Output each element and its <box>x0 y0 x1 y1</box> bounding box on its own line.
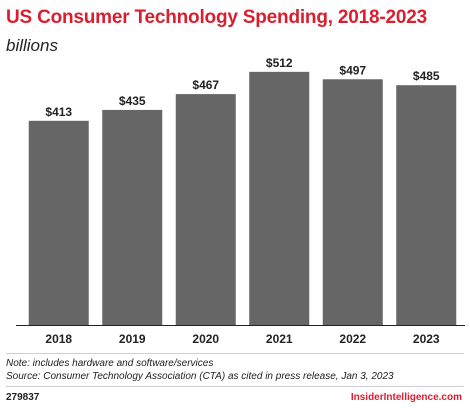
x-tick-label-2019: 2019 <box>119 332 146 346</box>
data-label-2018: $413 <box>45 105 72 119</box>
x-tick-label-2023: 2023 <box>413 332 440 346</box>
x-tick-label-2018: 2018 <box>45 332 72 346</box>
footer-divider <box>6 353 464 354</box>
x-tick-label-2021: 2021 <box>266 332 293 346</box>
data-label-2020: $467 <box>192 78 219 92</box>
data-label-2019: $435 <box>119 94 146 108</box>
brand-logo-text: InsiderIntelligence.com <box>350 392 462 403</box>
bar-2018 <box>28 120 89 326</box>
x-tick-label-2020: 2020 <box>192 332 219 346</box>
chart-title: US Consumer Technology Spending, 2018-20… <box>6 7 427 28</box>
data-label-2021: $512 <box>266 56 293 70</box>
footer-source: Source: Consumer Technology Association … <box>6 371 394 382</box>
chart-subtitle: billions <box>6 36 58 55</box>
footer-note: Note: includes hardware and software/ser… <box>6 358 214 369</box>
bar-2019 <box>102 109 163 326</box>
x-tick-label-2022: 2022 <box>339 332 366 346</box>
data-label-2022: $497 <box>339 63 366 77</box>
bar-chart: $413 2018 $435 2019 $467 2020 $512 2021 $497 2022… <box>16 56 465 346</box>
bar-2022 <box>322 79 383 325</box>
chart-id: 279837 <box>6 392 40 403</box>
bar-2021 <box>249 71 310 325</box>
data-label-2023: $485 <box>413 69 440 83</box>
footer-divider-bottom <box>6 386 464 387</box>
bar-2020 <box>175 94 236 325</box>
bar-2023 <box>396 85 457 325</box>
